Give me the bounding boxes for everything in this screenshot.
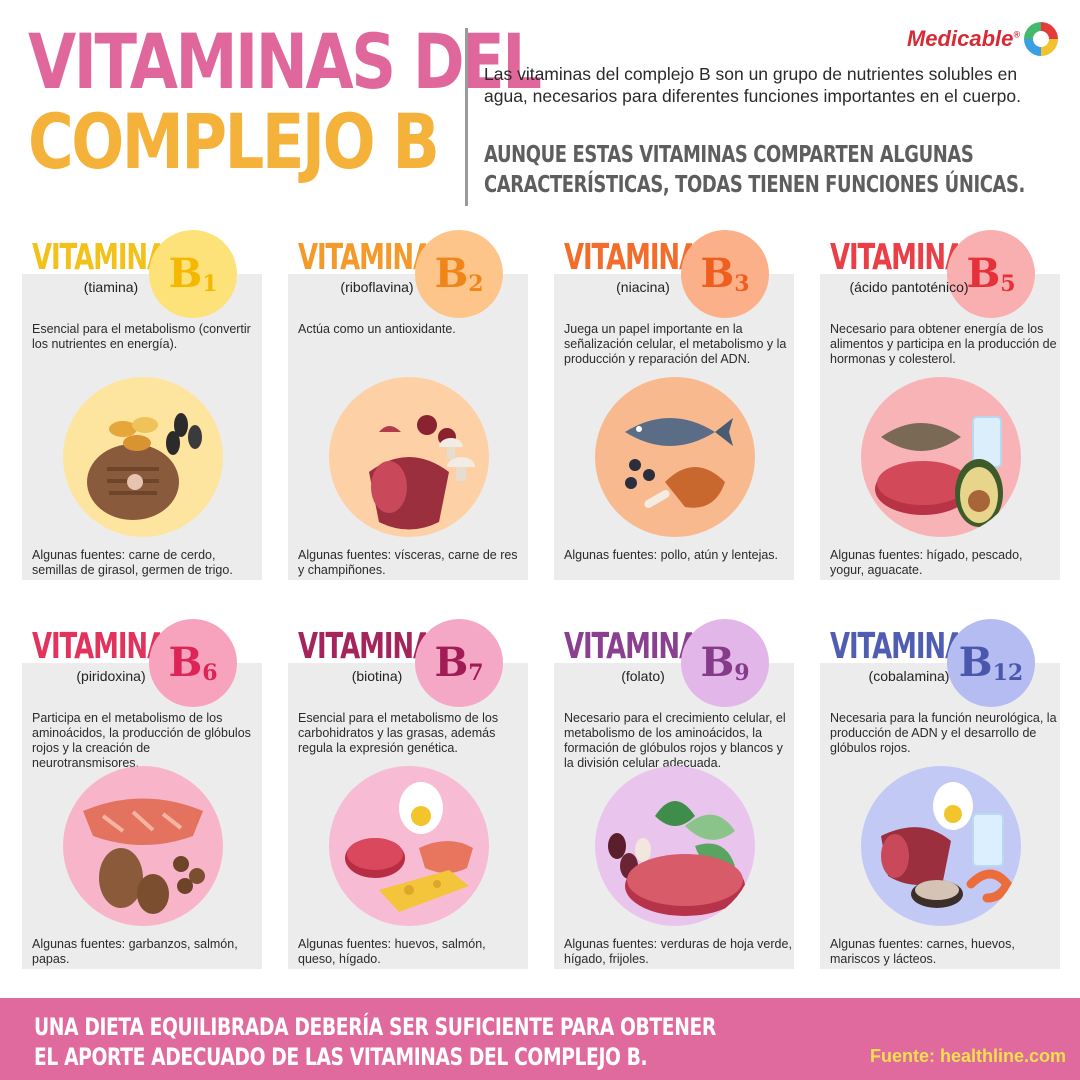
vitamin-label: VITAMINA: [830, 626, 965, 667]
vitamin-sources: Algunas fuentes: pollo, atún y lentejas.: [564, 548, 779, 562]
vitamin-sources: Algunas fuentes: verduras de hoja verde,…: [564, 937, 792, 966]
badge-letter: B: [966, 250, 1001, 297]
liver-avocado-icon: [861, 377, 1021, 537]
page-title: VITAMINAS DEL COMPLEJO B: [28, 17, 542, 186]
badge-number: 6: [202, 660, 218, 686]
brand-logo-text: Medicable®: [907, 26, 1020, 52]
vitamin-description: Participa en el metabolismo de los amino…: [32, 711, 251, 770]
vitamin-sources: Algunas fuentes: vísceras, carne de res …: [298, 548, 518, 577]
title-line-2: COMPLEJO B: [28, 97, 440, 186]
vitamin-badge: B5: [947, 230, 1035, 318]
vitamin-scientific-name: (biotina): [351, 668, 403, 684]
vitamin-scientific-name: (cobalamina): [868, 668, 950, 684]
title-line-1: VITAMINAS DEL: [28, 17, 542, 106]
brand-logo-icon: [1024, 22, 1058, 56]
vitamin-card-b5: VITAMINA B5 (ácido pantoténico) Necesari…: [820, 230, 1060, 580]
vitamin-scientific-name: (piridoxina): [76, 668, 146, 684]
vitamin-scientific-name: (ácido pantoténico): [849, 279, 969, 295]
vitamin-card-b6: VITAMINA B6 (piridoxina) Participa en el…: [22, 619, 262, 969]
vitamin-card-b9: VITAMINA B9 (folato) Necesario para el c…: [554, 619, 794, 969]
fish-chicken-icon: [595, 377, 755, 537]
vitamin-description: Esencial para el metabolismo (convertir …: [32, 322, 251, 351]
vitamin-label: VITAMINA: [830, 237, 965, 278]
footer-banner: UNA DIETA EQUILIBRADA DEBERÍA SER SUFICI…: [0, 998, 1080, 1080]
vitamin-card-b1: VITAMINA B1 (tiamina) Esencial para el m…: [22, 230, 262, 580]
pork-chop-seeds-icon: [63, 377, 223, 537]
badge-letter: B: [700, 250, 735, 297]
vitamin-scientific-name: (tiamina): [83, 279, 139, 295]
vitamin-sources: Algunas fuentes: huevos, salmón, queso, …: [298, 937, 486, 966]
vitamin-label: VITAMINA: [298, 626, 433, 667]
brand-name: Medicable: [906, 26, 1014, 51]
header-divider: [465, 28, 468, 206]
meat-shrimp-icon: [861, 766, 1021, 926]
vitamin-label: VITAMINA: [564, 237, 699, 278]
intro-bold-text: AUNQUE ESTAS VITAMINAS COMPARTEN ALGUNAS…: [484, 142, 1025, 198]
brand-registered-mark: ®: [1013, 29, 1020, 40]
salmon-potato-icon: [63, 766, 223, 926]
vitamin-label: VITAMINA: [298, 237, 433, 278]
vitamin-description: Necesaria para la función neurológica, l…: [830, 711, 1057, 755]
badge-letter: B: [700, 639, 735, 686]
vitamin-badge: B7: [415, 619, 503, 707]
vitamin-sources: Algunas fuentes: carnes, huevos, marisco…: [830, 937, 1015, 966]
badge-number: 7: [468, 660, 484, 686]
vitamin-scientific-name: (riboflavina): [340, 279, 414, 295]
badge-letter: B: [434, 639, 469, 686]
badge-number: 3: [734, 271, 750, 297]
badge-number: 1: [202, 271, 218, 297]
vitamin-badge: B6: [149, 619, 237, 707]
vitamin-description: Juega un papel importante en la señaliza…: [564, 322, 787, 366]
footer-message: UNA DIETA EQUILIBRADA DEBERÍA SER SUFICI…: [34, 1013, 716, 1071]
vitamin-badge: B9: [681, 619, 769, 707]
badge-number: 2: [468, 271, 484, 297]
badge-number: 9: [734, 660, 750, 686]
badge-letter: B: [168, 250, 203, 297]
vitamin-badge: B12: [947, 619, 1035, 707]
beef-mushrooms-icon: [329, 377, 489, 537]
vitamin-description: Necesario para el crecimiento celular, e…: [564, 711, 786, 770]
vitamin-description: Esencial para el metabolismo de los carb…: [298, 711, 499, 755]
vitamin-label: VITAMINA: [564, 626, 699, 667]
badge-number: 5: [1000, 271, 1016, 297]
vitamin-label: VITAMINA: [32, 626, 167, 667]
vitamin-badge: B2: [415, 230, 503, 318]
vitamin-card-b2: VITAMINA B2 (riboflavina) Actúa como un …: [288, 230, 528, 580]
vitamin-sources: Algunas fuentes: hígado, pescado, yogur,…: [830, 548, 1023, 577]
vitamin-sources: Algunas fuentes: garbanzos, salmón, papa…: [32, 937, 238, 966]
vitamin-card-b12: VITAMINA B12 (cobalamina) Necesaria para…: [820, 619, 1060, 969]
vitamin-description: Necesario para obtener energía de los al…: [830, 322, 1057, 366]
vitamin-badge: B3: [681, 230, 769, 318]
vitamin-badge: B1: [149, 230, 237, 318]
vitamin-label: VITAMINA: [32, 237, 167, 278]
greens-beans-icon: [595, 766, 755, 926]
egg-cheese-icon: [329, 766, 489, 926]
vitamin-card-b7: VITAMINA B7 (biotina) Esencial para el m…: [288, 619, 528, 969]
badge-letter: B: [168, 639, 203, 686]
footer-source: Fuente: healthline.com: [869, 1046, 1066, 1066]
vitamin-sources: Algunas fuentes: carne de cerdo, semilla…: [32, 548, 233, 577]
vitamin-card-b3: VITAMINA B3 (niacina) Juega un papel imp…: [554, 230, 794, 580]
vitamin-scientific-name: (folato): [621, 668, 665, 684]
vitamin-description: Actúa como un antioxidante.: [298, 322, 456, 336]
badge-letter: B: [434, 250, 469, 297]
intro-text: Las vitaminas del complejo B son un grup…: [484, 64, 1021, 106]
badge-number: 12: [992, 660, 1024, 686]
vitamin-scientific-name: (niacina): [616, 279, 670, 295]
badge-letter: B: [958, 639, 993, 686]
